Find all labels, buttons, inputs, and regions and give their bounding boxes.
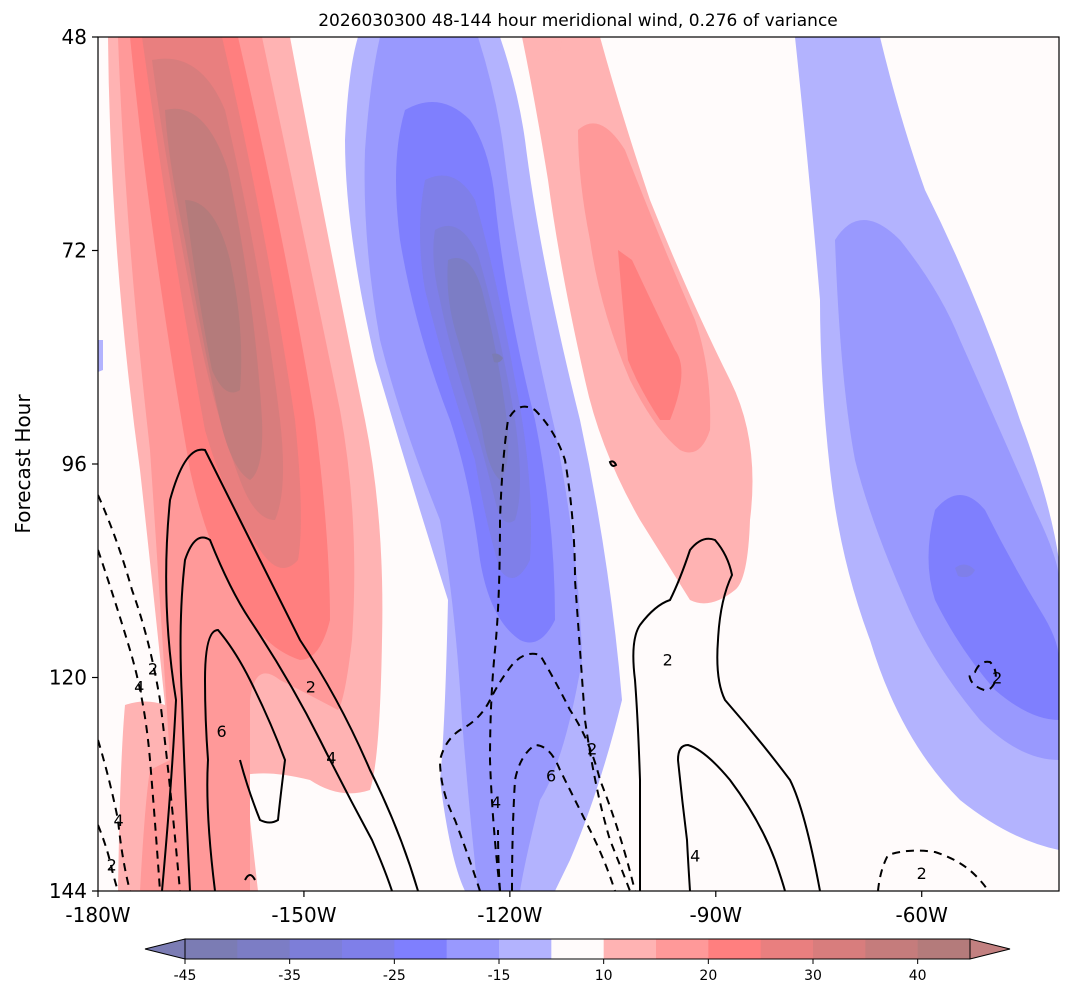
contour-solid-4-east [676, 743, 786, 891]
colorbar-frame [184, 938, 971, 960]
colorbar-under-triangle [144, 938, 186, 960]
x-tick-label: -90W [690, 903, 743, 927]
contour-dashed-4-central [497, 829, 501, 891]
filled-contour-neg-35 [447, 258, 509, 480]
x-tick-label: -120W [477, 903, 542, 927]
contour-solid-2-east [632, 537, 821, 891]
colorbar-segment [394, 939, 448, 959]
filled-contour-pos-10-east-top [540, 37, 562, 52]
colorbar-segment [289, 939, 343, 959]
contour-dashed-2-far-east-loop [968, 660, 997, 692]
y-tick-label: 144 [49, 879, 87, 903]
colorbar-tick-label: 30 [804, 968, 822, 984]
y-axis: 48 72 96 120 144 [49, 25, 98, 903]
west-positive-band [108, 37, 383, 891]
contour-dashed-2-far-east-bottom [877, 849, 989, 891]
chart-title: 2026030300 48-144 hour meridional wind, … [318, 11, 838, 31]
line-contours [98, 405, 997, 891]
contour-label: 2 [587, 740, 597, 759]
y-tick-label: 120 [49, 666, 87, 690]
contour-dashed-4b-far-west [98, 739, 131, 891]
contour-label: 2 [917, 864, 927, 883]
colorbar-segment [237, 939, 291, 959]
filled-contour-pos-40 [185, 200, 242, 393]
y-tick-label: 96 [62, 452, 87, 476]
east-positive-band [522, 37, 753, 604]
contour-dashed-2-central [438, 652, 636, 891]
contour-label: 4 [326, 749, 336, 768]
colorbar-tick-label: -45 [174, 968, 197, 984]
colorbar-segment [760, 939, 814, 959]
y-tick-label: 48 [62, 25, 87, 49]
contour-solid-4b-west [244, 874, 256, 881]
contour-label: 2 [992, 669, 1002, 688]
contour-label: 4 [491, 793, 501, 812]
filled-contour-neg-25-east [955, 564, 975, 578]
contour-dashed-4-far-west [98, 549, 161, 891]
colorbar-tick-label: 20 [699, 968, 717, 984]
filled-contours [98, 37, 1059, 891]
contour-solid-4-west [179, 536, 393, 891]
filled-contour-neg-40 [492, 353, 503, 363]
contour-label: 2 [306, 677, 316, 696]
contour-solid-6-west [203, 628, 287, 891]
contour-label: 4 [113, 811, 123, 830]
colorbar-segment [865, 939, 919, 959]
colorbar-segment [917, 939, 971, 959]
contour-label: 2 [663, 651, 673, 670]
colorbar-segment [708, 939, 762, 959]
colorbar-tick-label: -35 [278, 968, 301, 984]
filled-contour-pos-20-east [618, 250, 682, 420]
contour-solid-2-west [161, 448, 419, 891]
colorbar: -45 -35 -25 -15 10 20 30 40 [144, 938, 1011, 984]
contour-dashed-6-central [511, 743, 616, 891]
colorbar-tick-label: -15 [488, 968, 511, 984]
contour-label: 4 [690, 846, 700, 865]
colorbar-tick-label: 10 [595, 968, 613, 984]
colorbar-segment [603, 939, 657, 959]
contour-label: 4 [134, 677, 144, 696]
filled-contour-neg-20-east [928, 495, 1059, 720]
y-axis-label: Forecast Hour [11, 394, 35, 534]
filled-contour-neg-10-left-edge [98, 340, 103, 372]
x-tick-label: -60W [895, 903, 948, 927]
contour-label: 2 [107, 855, 117, 874]
colorbar-over-triangle [969, 938, 1011, 960]
contour-dashed-2-far-west [98, 494, 181, 891]
x-tick-label: -150W [271, 903, 336, 927]
colorbar-segment [499, 939, 552, 959]
colorbar-segment [813, 939, 866, 959]
contour-label: 2 [148, 660, 158, 679]
far-east-negative-band [98, 37, 1059, 850]
contour-label: 6 [546, 766, 556, 785]
central-negative-band [345, 37, 622, 891]
x-tick-label: -180W [65, 903, 130, 927]
contour-label: 6 [216, 722, 226, 741]
x-axis: -180W -150W -120W -90W -60W [65, 891, 948, 927]
y-tick-label: 72 [62, 239, 87, 263]
colorbar-tick-label: 40 [909, 968, 927, 984]
colorbar-tick-label: -25 [383, 968, 406, 984]
colorbar-segment [342, 939, 395, 959]
colorbar-segment [656, 939, 709, 959]
contour-dashed-2b-far-west [98, 824, 119, 891]
colorbar-segment [446, 939, 500, 959]
colorbar-segment [185, 939, 238, 959]
contour-solid-small-east [608, 460, 618, 467]
colorbar-segment [551, 939, 605, 959]
